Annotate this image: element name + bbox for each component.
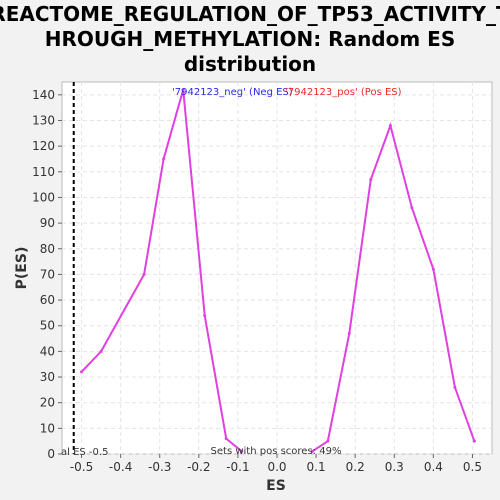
x-tick-label: -0.5 [70, 460, 93, 474]
x-tick-label: 0.0 [267, 460, 286, 474]
data-point [410, 206, 414, 210]
y-tick-label: 130 [32, 113, 55, 127]
y-tick-label: 10 [40, 421, 55, 435]
x-tick-label: 0.1 [307, 460, 326, 474]
x-tick-label: 0.3 [385, 460, 404, 474]
data-point [99, 349, 103, 353]
actual-es-label: al ES -0.5 [61, 447, 108, 458]
y-tick-label: 40 [40, 344, 55, 358]
data-point [142, 272, 146, 276]
y-tick-label: 60 [40, 293, 55, 307]
series-line-0 [80, 89, 243, 453]
pos-scores-annotation: Sets with pos scores: 49% [211, 446, 342, 457]
data-point [80, 370, 84, 374]
legend-pos: '7942123_pos' (Pos ES) [285, 87, 402, 98]
data-points [80, 88, 476, 453]
data-point [310, 449, 314, 453]
data-point [326, 439, 330, 443]
data-point [162, 157, 166, 161]
x-tick-label: -0.3 [148, 460, 171, 474]
x-axis-label: ES [266, 478, 286, 494]
y-tick-label: 70 [40, 267, 55, 281]
data-point [369, 177, 373, 181]
y-axis-label: P(ES) [14, 247, 30, 290]
data-point [431, 267, 435, 271]
grid [62, 82, 492, 455]
y-tick-label: 30 [40, 370, 55, 384]
x-tick-label: -0.1 [226, 460, 249, 474]
chart-title: REACTOME_REGULATION_OF_TP53_ACTIVITY_T H… [0, 2, 500, 76]
x-tick-label: 0.5 [463, 460, 482, 474]
data-point [240, 449, 244, 453]
y-tick-label: 120 [32, 139, 55, 153]
x-axis-ticks: -0.5 -0.4 -0.3 -0.2 -0.1 0.0 0.1 0.2 0.3 0.4 0.5 [70, 454, 482, 474]
data-point [472, 439, 476, 443]
y-tick-label: 110 [32, 165, 55, 179]
x-tick-label: -0.2 [187, 460, 210, 474]
data-point [224, 437, 228, 441]
data-point [181, 88, 185, 92]
title-line-1: REACTOME_REGULATION_OF_TP53_ACTIVITY_T [0, 2, 500, 26]
y-tick-label: 90 [40, 216, 55, 230]
y-tick-label: 140 [32, 88, 55, 102]
x-tick-label: 0.4 [424, 460, 443, 474]
y-tick-label: 80 [40, 242, 55, 256]
legend-neg: '7942123_neg' (Neg ES) [172, 87, 293, 98]
y-tick-label: 0 [47, 447, 55, 461]
data-point [453, 385, 457, 389]
x-tick-label: -0.4 [109, 460, 132, 474]
title-line-2: HROUGH_METHYLATION: Random ES [45, 27, 455, 51]
y-axis-ticks: 0 10 20 30 40 50 60 70 80 90 100 110 120 130 140 [32, 88, 62, 461]
data-point [347, 331, 351, 335]
y-tick-label: 20 [40, 396, 55, 410]
title-line-3: distribution [184, 52, 316, 76]
data-point [203, 313, 207, 317]
y-tick-label: 100 [32, 190, 55, 204]
data-point [388, 124, 392, 128]
x-tick-label: 0.2 [346, 460, 365, 474]
y-tick-label: 50 [40, 319, 55, 333]
